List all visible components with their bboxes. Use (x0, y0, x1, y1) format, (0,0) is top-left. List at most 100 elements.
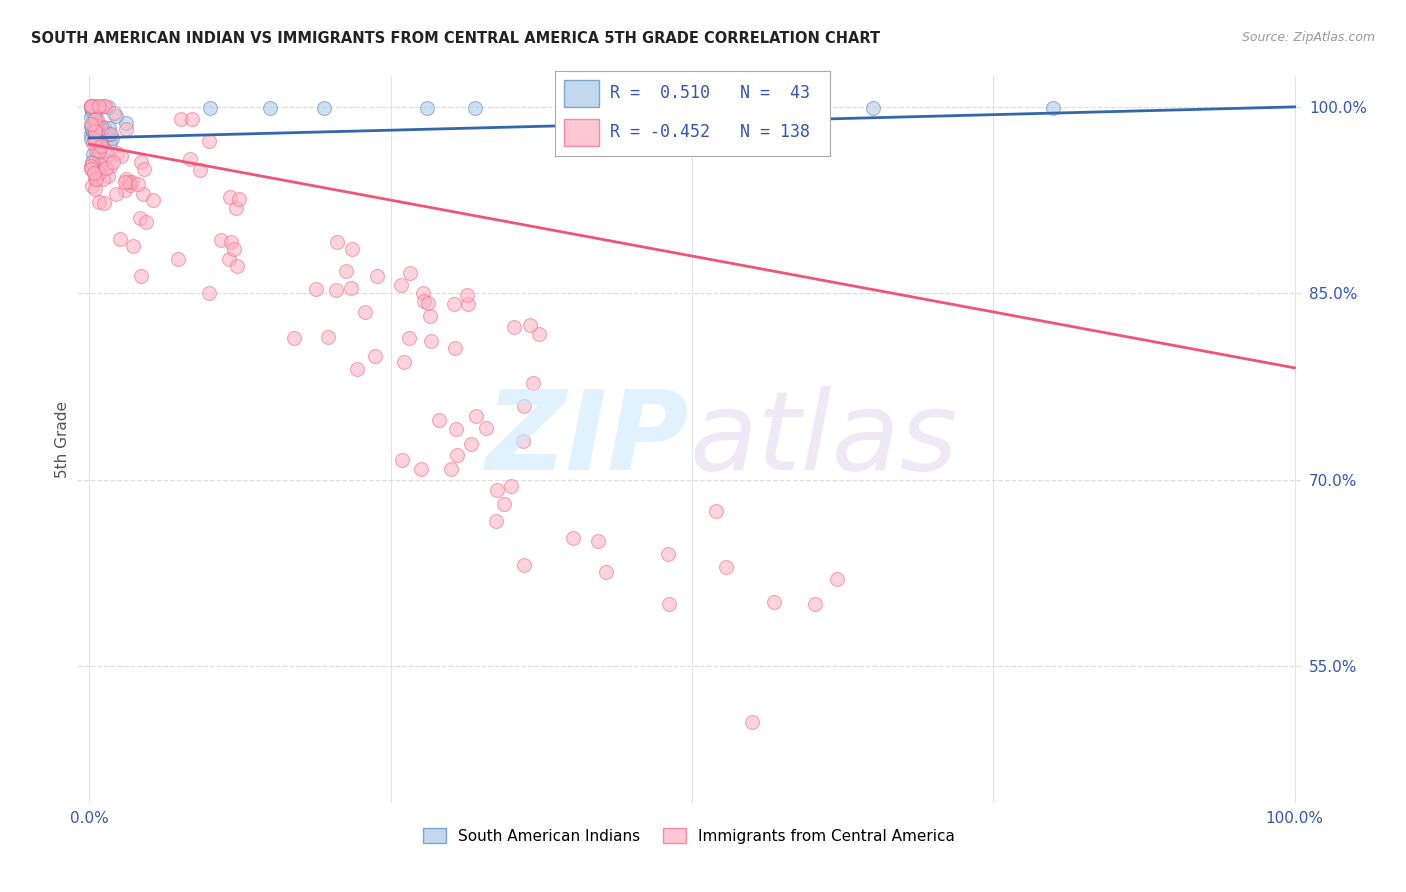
Point (221, 235, 243, 249)
Point (419, 309, 441, 323)
Point (86, 125, 108, 139)
Point (513, 399, 536, 413)
Point (82, 123, 104, 137)
Point (198, 101, 221, 115)
Point (80, 118, 103, 132)
Point (218, 252, 240, 266)
Point (492, 497, 515, 511)
Point (225, 201, 247, 215)
Point (657, 547, 679, 561)
Point (391, 277, 413, 292)
Point (440, 462, 463, 476)
Point (97, 169, 120, 184)
Point (108, 232, 131, 246)
Point (79, 161, 101, 176)
Point (83, 107, 105, 121)
Point (96, 99, 118, 113)
Point (464, 409, 486, 423)
Point (83, 103, 105, 117)
Point (114, 116, 136, 130)
Point (132, 161, 155, 176)
Point (413, 293, 436, 308)
Point (104, 109, 127, 123)
Text: Source: ZipAtlas.com: Source: ZipAtlas.com (1241, 31, 1375, 45)
Point (399, 266, 422, 280)
Point (83, 182, 105, 196)
Point (96, 127, 118, 141)
Point (197, 134, 219, 148)
Point (704, 504, 727, 518)
Point (103, 105, 125, 120)
Point (416, 101, 439, 115)
Point (79, 98, 101, 112)
Point (84, 112, 107, 127)
Point (443, 296, 465, 310)
Point (485, 514, 508, 528)
Point (219, 190, 242, 204)
Point (226, 259, 249, 273)
Point (80, 98, 103, 112)
Point (80, 161, 103, 176)
Point (80, 156, 103, 170)
Point (86, 118, 108, 132)
Point (118, 175, 141, 189)
Point (82, 98, 104, 112)
Legend: South American Indians, Immigrants from Central America: South American Indians, Immigrants from … (416, 822, 962, 850)
Point (444, 341, 467, 355)
Point (93, 172, 115, 186)
Point (101, 130, 124, 145)
Point (474, 421, 496, 435)
Point (96, 145, 118, 159)
Point (94, 161, 117, 176)
Point (529, 326, 551, 341)
Point (83, 166, 105, 180)
Bar (564, 80, 599, 107)
Point (127, 178, 149, 192)
Point (114, 122, 136, 136)
Point (444, 422, 467, 436)
Y-axis label: 5th Grade: 5th Grade (55, 401, 70, 478)
Point (398, 331, 420, 345)
Point (412, 285, 434, 300)
Point (90, 150, 112, 164)
Point (98, 136, 121, 150)
Point (80, 127, 103, 141)
Point (228, 192, 250, 206)
Point (90, 138, 112, 153)
Point (114, 175, 136, 189)
Point (79, 120, 101, 135)
Point (716, 560, 738, 574)
Point (86, 135, 108, 149)
Point (89, 98, 111, 112)
Point (84, 135, 107, 149)
Point (586, 534, 609, 549)
Point (90, 122, 112, 136)
Point (457, 297, 479, 311)
Point (446, 449, 468, 463)
Point (94, 98, 117, 112)
Point (87, 101, 110, 115)
Point (316, 329, 339, 343)
Text: SOUTH AMERICAN INDIAN VS IMMIGRANTS FROM CENTRAL AMERICA 5TH GRADE CORRELATION C: SOUTH AMERICAN INDIAN VS IMMIGRANTS FROM… (31, 31, 880, 46)
Point (314, 101, 336, 115)
Point (121, 175, 143, 189)
Point (166, 252, 188, 266)
Point (89, 158, 111, 172)
Point (86, 120, 108, 134)
Point (411, 462, 433, 476)
Point (105, 146, 128, 161)
Point (84, 172, 107, 186)
Point (427, 413, 450, 427)
Point (91, 125, 114, 139)
Point (82, 136, 104, 150)
Point (762, 595, 785, 609)
Point (98, 160, 121, 174)
Point (121, 239, 143, 253)
Point (128, 211, 150, 225)
Point (366, 268, 388, 283)
Point (114, 183, 136, 197)
Point (681, 101, 703, 115)
Point (522, 376, 544, 390)
Point (79, 117, 101, 131)
Point (335, 264, 357, 278)
